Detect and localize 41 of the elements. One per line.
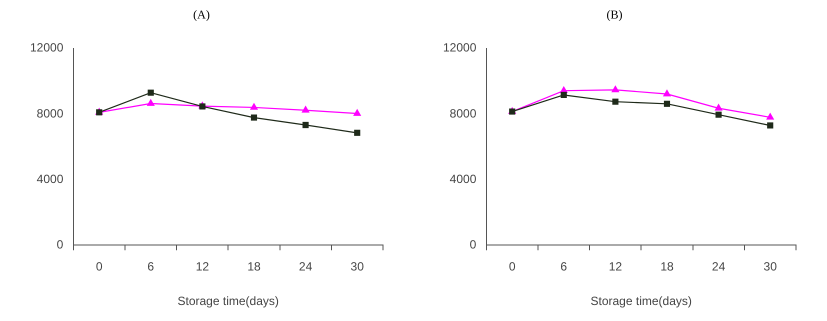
point bbox=[302, 122, 309, 128]
point bbox=[250, 103, 258, 110]
chart-title: (B) bbox=[606, 7, 622, 22]
x-tick-label: 18 bbox=[660, 260, 674, 274]
x-tick-label: 18 bbox=[247, 260, 261, 274]
x-tick-label: 6 bbox=[560, 260, 568, 274]
point bbox=[612, 98, 618, 105]
x-axis-title: Storage time(days) bbox=[177, 294, 279, 308]
x-tick-label: 30 bbox=[764, 260, 778, 274]
x-tick-label: 30 bbox=[350, 260, 364, 274]
point bbox=[664, 100, 670, 107]
point bbox=[714, 104, 722, 111]
point bbox=[767, 122, 774, 129]
point bbox=[354, 109, 361, 116]
y-tick-label: 8000 bbox=[36, 106, 64, 120]
point bbox=[302, 106, 310, 113]
y-tick-label: 8000 bbox=[450, 106, 477, 120]
point bbox=[663, 90, 671, 96]
y-tick-label: 12000 bbox=[30, 40, 64, 55]
x-tick-label: 0 bbox=[508, 260, 516, 274]
x-tick-label: 0 bbox=[96, 260, 103, 274]
y-tick-label: 12000 bbox=[442, 40, 477, 55]
point bbox=[766, 113, 774, 120]
point bbox=[560, 92, 567, 98]
y-tick-label: 4000 bbox=[36, 172, 64, 186]
y-tick-label: 0 bbox=[56, 238, 64, 252]
point bbox=[148, 90, 154, 96]
point bbox=[716, 112, 722, 118]
x-axis-title: Storage time(days) bbox=[590, 294, 692, 308]
point bbox=[147, 99, 154, 106]
x-tick-label: 24 bbox=[712, 260, 726, 274]
y-tick-label: 0 bbox=[470, 238, 477, 252]
chart-title: (A) bbox=[193, 7, 210, 22]
point bbox=[612, 86, 620, 92]
point bbox=[250, 114, 258, 121]
y-tick-label: 4000 bbox=[450, 172, 477, 186]
x-tick-label: 6 bbox=[147, 260, 154, 274]
x-tick-label: 12 bbox=[608, 260, 622, 274]
point bbox=[354, 130, 360, 136]
x-tick-label: 12 bbox=[196, 260, 210, 274]
x-tick-label: 24 bbox=[298, 260, 313, 274]
